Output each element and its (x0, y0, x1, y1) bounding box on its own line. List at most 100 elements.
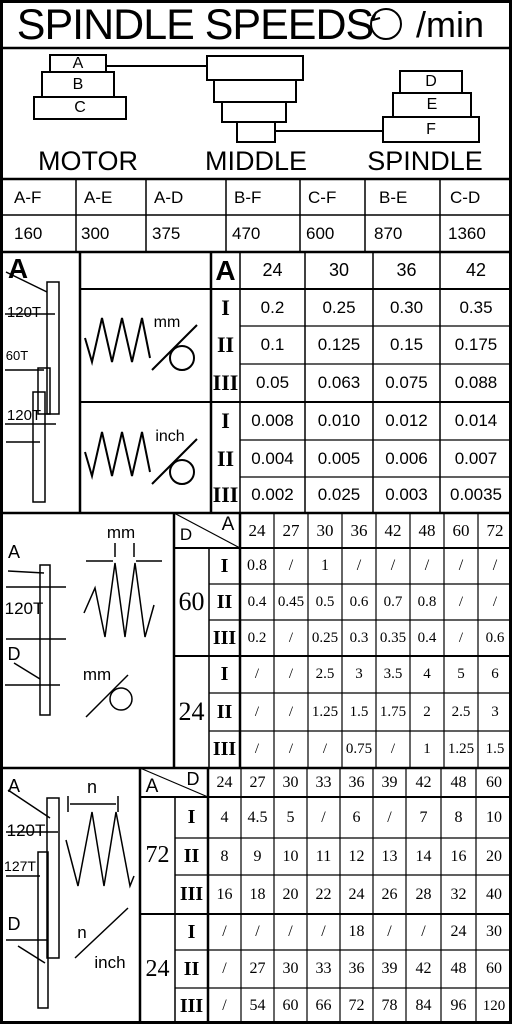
feed-value: 0.1 (260, 335, 285, 354)
inch-value: / (288, 923, 293, 940)
feed-value: 0.125 (317, 335, 361, 354)
inch-value: 42 (415, 960, 432, 977)
motor-label: MOTOR (38, 145, 138, 176)
feed-wave-inch-icon (84, 431, 198, 485)
metric-value: 0.2 (247, 629, 267, 646)
metric-value: 1.25 (447, 741, 475, 757)
inch-value: 8 (454, 808, 463, 826)
feed-value: 0.004 (251, 448, 294, 468)
metric-level-label: III (212, 738, 237, 760)
inch-value: 32 (450, 885, 467, 903)
inch-value: / (421, 923, 426, 940)
inch-n-label: n (86, 776, 97, 797)
metric-value: 0.7 (383, 593, 403, 610)
metric-level-label: I (220, 663, 229, 685)
inch-value: 13 (381, 847, 398, 865)
inch-value: 72 (348, 997, 365, 1014)
inch-level-label: I (187, 920, 196, 943)
metric-value: 0.75 (345, 741, 373, 757)
feed-inch-label: inch (155, 428, 185, 445)
inch-column-header: 39 (381, 773, 398, 791)
metric-value: / (458, 557, 464, 574)
inch-value: 36 (348, 960, 365, 977)
inch-value: 4.5 (247, 808, 268, 826)
inch-value: 60 (486, 960, 502, 977)
metric-value: 1.5 (485, 741, 505, 757)
metric-level-label: III (212, 626, 237, 649)
feed-level-label: III (212, 482, 239, 507)
metric-value: / (288, 741, 294, 757)
metric-value: 0.3 (349, 629, 369, 646)
metric-value: 4 (423, 666, 431, 682)
feed-value: 0.30 (389, 297, 424, 317)
metric-value: 6 (491, 666, 499, 682)
spindle-step-d: D (425, 73, 437, 90)
inch-level-label: I (187, 806, 196, 828)
metric-value: 1 (423, 741, 431, 757)
metric-value: 0.6 (485, 629, 505, 646)
metric-value: 2.5 (315, 666, 335, 682)
speed-value: 470 (232, 224, 261, 243)
speed-header: C-D (450, 187, 481, 207)
speed-header: B-F (234, 187, 262, 207)
metric-gear-d-label: D (7, 643, 21, 664)
inch-value: 78 (381, 997, 398, 1014)
feed-value: 0.012 (385, 411, 428, 430)
inch-value: 30 (282, 960, 299, 977)
inch-value: 84 (415, 997, 432, 1014)
feed-gear-120t-label: 120T (6, 406, 42, 424)
inch-tpi-n-label: n (77, 923, 87, 942)
metric-value: / (322, 741, 328, 757)
feed-column-header: 30 (328, 260, 350, 280)
metric-lead-mm-label: mm (82, 665, 112, 684)
feed-level-label: III (212, 370, 239, 395)
metric-value: 0.6 (349, 593, 369, 610)
inch-value: 14 (415, 847, 432, 865)
metric-gear-a-label: A (7, 541, 20, 562)
feed-value: 0.35 (459, 297, 493, 317)
inch-column-header: 48 (450, 773, 467, 791)
inch-value: 8 (220, 847, 229, 865)
pulley-diagram (33, 54, 480, 143)
feed-value: 0.075 (385, 373, 428, 392)
motor-step-a: A (72, 54, 84, 72)
metric-column-header: 36 (350, 520, 368, 540)
inch-value: 10 (282, 847, 299, 865)
feed-value: 0.005 (317, 448, 361, 468)
feed-level-label: II (216, 445, 235, 471)
feed-value: 0.025 (317, 485, 361, 504)
inch-value: 4 (220, 808, 229, 826)
metric-value: / (254, 741, 260, 757)
speed-value: 600 (306, 224, 335, 243)
inch-value: / (321, 808, 326, 826)
inch-value: 120 (482, 997, 506, 1014)
inch-value: 39 (381, 960, 398, 977)
feed-value: 0.175 (454, 335, 498, 354)
feed-gear-train-diagram (5, 271, 60, 503)
metric-value: 0.45 (277, 593, 305, 610)
metric-value: / (288, 629, 294, 646)
inch-value: 6 (352, 808, 361, 826)
inch-tpi-unit-label: inch (94, 953, 126, 972)
inch-value: 48 (450, 960, 467, 977)
speed-header: C-F (308, 187, 337, 207)
feed-gear-120t-label: 120T (6, 303, 42, 321)
spindle-step-f: F (426, 120, 436, 138)
metric-level-label: II (216, 590, 233, 613)
inch-value: 27 (249, 960, 266, 977)
metric-value: 2.5 (451, 703, 471, 720)
feed-column-header: 24 (262, 260, 283, 280)
metric-column-header: 48 (418, 520, 436, 540)
feed-value: 0.0035 (450, 485, 502, 504)
spindle-label: SPINDLE (367, 145, 483, 176)
inch-value: 5 (286, 808, 295, 826)
metric-header-d: D (179, 525, 193, 544)
inch-level-label: III (179, 994, 204, 1017)
metric-value: 1.25 (311, 703, 339, 720)
inch-column-header: 24 (216, 773, 233, 791)
feed-value: 0.05 (255, 373, 290, 392)
metric-value: / (390, 557, 396, 574)
inch-value: 28 (415, 885, 432, 903)
feed-header-a: A (215, 254, 236, 286)
